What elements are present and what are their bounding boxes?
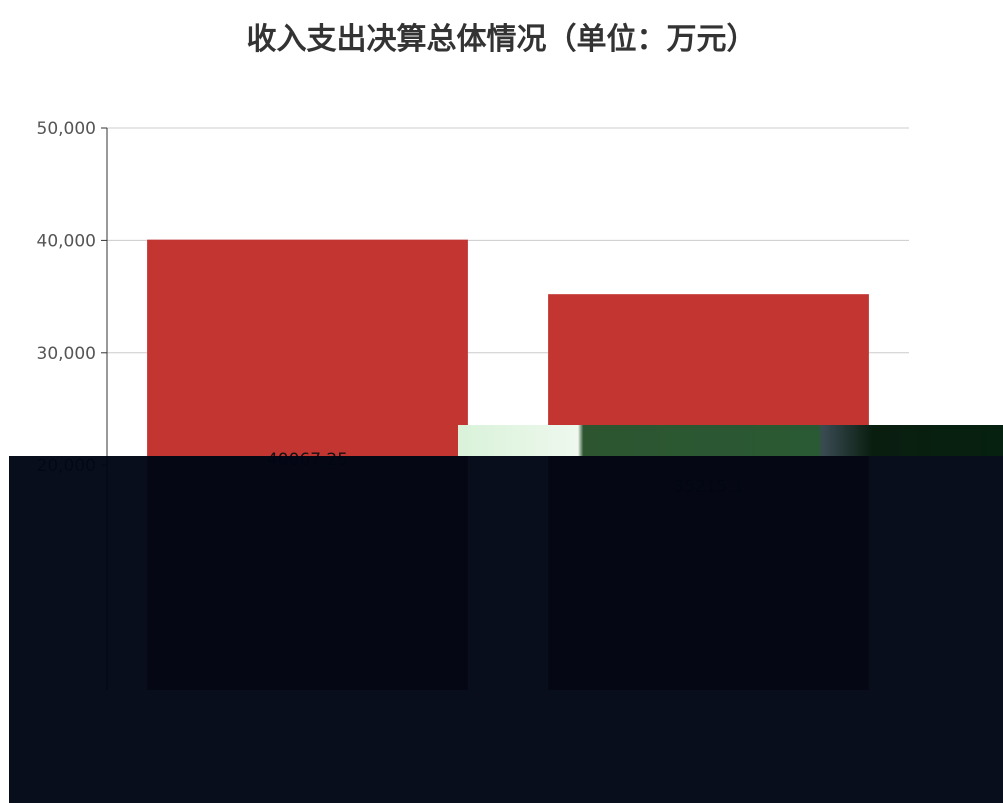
chart-title: 收入支出决算总体情况（单位：万元） <box>246 22 757 57</box>
dark-overlay <box>9 456 1003 803</box>
glitch-strip <box>458 425 1003 456</box>
y-tick-label: 50,000 <box>37 119 96 139</box>
y-tick-label: 30,000 <box>37 344 96 364</box>
y-tick-label: 40,000 <box>37 231 96 251</box>
